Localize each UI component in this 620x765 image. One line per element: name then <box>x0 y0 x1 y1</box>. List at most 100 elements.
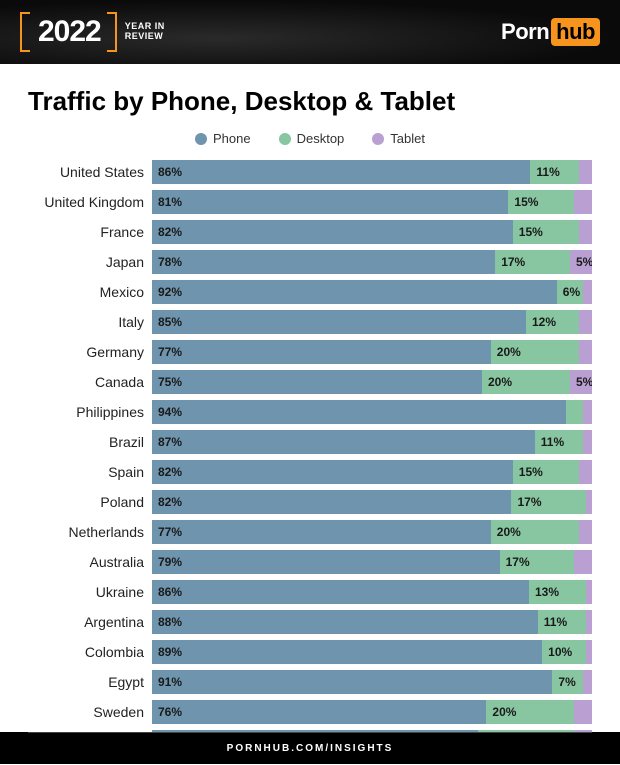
chart-row: Poland82%17% <box>28 488 592 515</box>
bracket-left <box>20 12 30 52</box>
bar-segment-phone: 88% <box>152 610 538 634</box>
bar-segment-desktop: 20% <box>491 520 579 544</box>
bar-segment-tablet <box>574 190 592 214</box>
brand-part2: hub <box>551 18 600 46</box>
stacked-bar: 76%20% <box>152 700 592 724</box>
bar-segment-phone: 77% <box>152 340 491 364</box>
segment-value: 17% <box>517 495 541 509</box>
bar-segment-phone: 92% <box>152 280 557 304</box>
bar-segment-tablet <box>579 160 592 184</box>
chart-row: Mexico92%6% <box>28 278 592 305</box>
bar-segment-tablet <box>574 550 592 574</box>
stacked-bar: 87%11% <box>152 430 592 454</box>
header-bar: 2022 YEAR IN REVIEW Porn hub <box>0 0 620 64</box>
main-content: Traffic by Phone, Desktop & Tablet Phone… <box>0 64 620 765</box>
chart-row: Egypt91%7% <box>28 668 592 695</box>
bar-segment-desktop: 11% <box>530 160 578 184</box>
legend-dot <box>279 133 291 145</box>
segment-value: 82% <box>158 495 182 509</box>
segment-value: 92% <box>158 285 182 299</box>
segment-value: 86% <box>158 165 182 179</box>
segment-value: 89% <box>158 645 182 659</box>
footer-text: PORNHUB.COM/INSIGHTS <box>227 743 394 754</box>
segment-value: 17% <box>501 255 525 269</box>
chart-row: Argentina88%11% <box>28 608 592 635</box>
stacked-bar: 92% 6% <box>152 280 592 304</box>
segment-value: 15% <box>519 225 543 239</box>
segment-value: 94% <box>158 405 182 419</box>
segment-value: 88% <box>158 615 182 629</box>
bar-segment-desktop: 6% <box>557 280 583 304</box>
segment-value: 7% <box>558 675 575 689</box>
brand-part1: Porn <box>501 19 549 45</box>
segment-value: 82% <box>158 225 182 239</box>
bar-segment-phone: 76% <box>152 700 486 724</box>
country-label: Germany <box>28 344 152 360</box>
country-label: Australia <box>28 554 152 570</box>
bar-segment-phone: 85% <box>152 310 526 334</box>
bar-segment-phone: 91% <box>152 670 552 694</box>
stacked-bar: 79% 17% <box>152 550 592 574</box>
chart-row: Ukraine86%13% <box>28 578 592 605</box>
segment-value: 79% <box>158 555 182 569</box>
brand-logo: Porn hub <box>501 18 600 46</box>
segment-value: 78% <box>158 255 182 269</box>
legend-item: Tablet <box>372 131 425 146</box>
stacked-bar: 77%20% <box>152 340 592 364</box>
stacked-bar: 88% 11% <box>152 610 592 634</box>
bar-segment-phone: 87% <box>152 430 535 454</box>
chart-row: Netherlands77%20% <box>28 518 592 545</box>
legend: Phone Desktop Tablet <box>28 131 592 146</box>
bar-segment-tablet <box>583 400 592 424</box>
segment-value: 81% <box>158 195 182 209</box>
bar-segment-desktop: 17% <box>511 490 586 514</box>
legend-dot <box>372 133 384 145</box>
legend-item: Phone <box>195 131 251 146</box>
bar-segment-phone: 75% <box>152 370 482 394</box>
bar-segment-phone: 94% <box>152 400 566 424</box>
segment-value: 17% <box>506 555 530 569</box>
bar-segment-phone: 79% <box>152 550 500 574</box>
country-label: Italy <box>28 314 152 330</box>
country-label: Canada <box>28 374 152 390</box>
bar-segment-phone: 77% <box>152 520 491 544</box>
legend-label: Desktop <box>297 131 345 146</box>
bar-segment-desktop: 11% <box>538 610 586 634</box>
country-label: United Kingdom <box>28 194 152 210</box>
segment-value: 11% <box>544 615 567 629</box>
chart-row: Italy 85% 12% <box>28 308 592 335</box>
bar-segment-tablet: 5% <box>570 250 592 274</box>
stacked-bar: 86% 11% <box>152 160 592 184</box>
bar-segment-tablet <box>579 220 592 244</box>
stacked-bar: 85% 12% <box>152 310 592 334</box>
year-text: 2022 <box>30 15 107 49</box>
segment-value: 85% <box>158 315 182 329</box>
footer-divider <box>28 732 592 733</box>
segment-value: 15% <box>514 195 538 209</box>
bar-segment-desktop: 17% <box>495 250 570 274</box>
stacked-bar: 77%20% <box>152 520 592 544</box>
bar-segment-tablet <box>579 520 592 544</box>
bar-segment-desktop: 12% <box>526 310 579 334</box>
bar-segment-desktop: 20% <box>486 700 574 724</box>
bar-segment-tablet <box>583 430 592 454</box>
legend-item: Desktop <box>279 131 345 146</box>
bar-segment-desktop: 20% <box>491 340 579 364</box>
country-label: Sweden <box>28 704 152 720</box>
bar-segment-tablet: 5% <box>570 370 592 394</box>
bar-segment-desktop: 15% <box>513 460 579 484</box>
bar-segment-desktop: 7% <box>552 670 583 694</box>
stacked-bar: 86%13% <box>152 580 592 604</box>
stacked-bar: 82% 17% <box>152 490 592 514</box>
footer-bar: PORNHUB.COM/INSIGHTS <box>0 732 620 764</box>
bar-segment-tablet <box>579 340 592 364</box>
bar-segment-phone: 81% <box>152 190 508 214</box>
bar-segment-phone: 78% <box>152 250 495 274</box>
bar-segment-desktop <box>566 400 584 424</box>
segment-value: 5% <box>576 375 592 389</box>
chart-row: United Kingdom 81% 15% <box>28 188 592 215</box>
bar-segment-phone: 89% <box>152 640 542 664</box>
stacked-bar: 82% 15% <box>152 220 592 244</box>
subtitle-line2: REVIEW <box>125 32 165 42</box>
segment-value: 86% <box>158 585 182 599</box>
